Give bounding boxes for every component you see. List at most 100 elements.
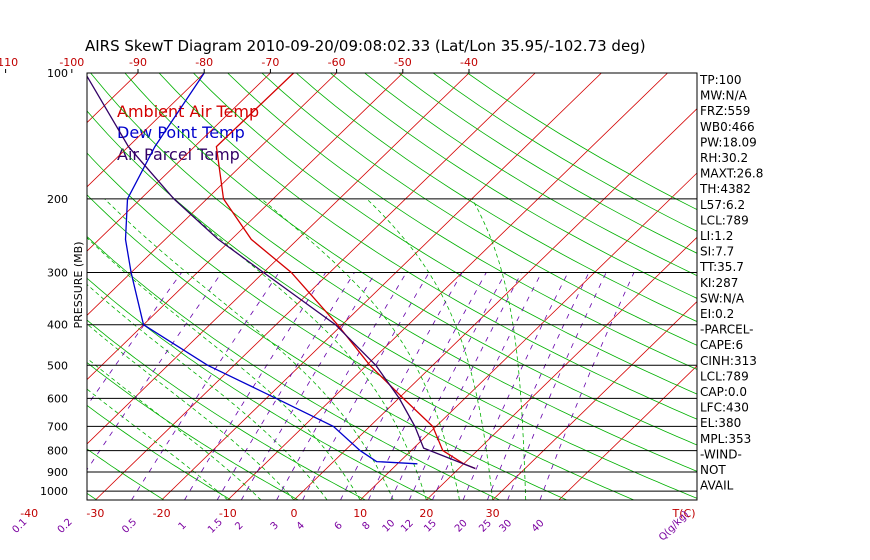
top-temp-tick-label: -70 [261, 56, 279, 69]
index-row: RH:30.2 [700, 151, 748, 165]
top-temp-tick-label: -60 [328, 56, 346, 69]
index-row: TP:100 [699, 73, 742, 87]
pressure-tick-label: 600 [47, 392, 68, 405]
pressure-tick-label: 400 [47, 319, 68, 332]
isotherm-line [227, 73, 668, 500]
mixing-ratio-label: 20 [453, 518, 470, 535]
top-temp-tick-label: -80 [195, 56, 213, 69]
series-layer [87, 73, 476, 470]
mixing-ratio-label: 12 [399, 518, 416, 535]
dry-adiabat-line [330, 73, 697, 299]
bottom-temp-tick-label: 10 [353, 507, 367, 520]
chart-title: AIRS SkewT Diagram 2010-09-20/09:08:02.3… [85, 37, 646, 55]
dry-adiabat-line [124, 73, 697, 446]
mixing-ratio-line [87, 272, 182, 407]
isotherm-line [87, 73, 337, 316]
index-row: LCL:789 [700, 213, 749, 227]
index-row: TT:35.7 [699, 260, 744, 274]
isotherm-line [87, 73, 470, 445]
mixing-ratio-line [131, 272, 280, 500]
bottom-temp-tick-label: 30 [486, 507, 500, 520]
pressure-tick-label: 1000 [40, 485, 68, 498]
mixing-ratio-label: 40 [530, 518, 547, 535]
mixing-ratio-label: 6 [333, 520, 345, 532]
plot-frame [86, 72, 698, 501]
index-row: NOT [700, 463, 726, 477]
dry-adiabat-line [261, 73, 697, 346]
dry-adiabat-line [87, 110, 697, 499]
bottom-temp-tick-label: -30 [86, 507, 104, 520]
top-temp-tick-label: -90 [129, 56, 147, 69]
dry-adiabat-line [87, 319, 366, 500]
mixing-ratio-label: 0.2 [56, 517, 75, 536]
mixing-ratio-label: 15 [422, 518, 439, 535]
mixing-ratio-line [432, 272, 542, 500]
index-row: EI:0.2 [700, 307, 734, 321]
mixing-ratio-label: 10 [381, 518, 398, 535]
top-temp-tick-label: -110 [0, 56, 18, 69]
pressure-tick-label: 700 [47, 420, 68, 433]
index-row: AVAIL [700, 479, 734, 493]
series-line-1 [215, 73, 476, 470]
index-row: CAPE:6 [700, 338, 743, 352]
pressure-tick-label: 300 [47, 267, 68, 280]
moist-adiabat-line [87, 388, 229, 500]
mixing-ratio-line [462, 272, 569, 500]
isotherm-line [0, 73, 6, 500]
moist-adiabat-line [87, 237, 361, 500]
mixing-ratio-line [487, 272, 590, 500]
series-line-3 [87, 74, 476, 470]
isotherm-line [492, 300, 697, 500]
isotherm-line [293, 108, 697, 500]
moist-adiabat-line [261, 198, 460, 500]
pressure-tick-label: 500 [47, 359, 68, 372]
index-row: L57:6.2 [700, 198, 745, 212]
moist-adiabat-line [87, 357, 262, 500]
pressure-tick-label: 800 [47, 445, 68, 458]
mixing-ratio-label: 0.5 [120, 517, 139, 536]
mixing-ratio-labels: 0.1 0.2 0.5 1 1.5 2 3 4 6 8 10 12 15 20 25 30 40 Q(g/kg) [11, 509, 692, 543]
mixing-ratio-label: 30 [497, 518, 514, 535]
mixing-ratio-line [507, 272, 607, 500]
dry-adiabat-line [158, 73, 697, 420]
pressure-tick-label: 100 [47, 67, 68, 80]
dry-adiabat-line [87, 152, 635, 500]
dry-adiabat-line [90, 73, 697, 472]
mixing-ratio-label: 3 [269, 520, 281, 532]
isotherm-line [161, 73, 602, 500]
dry-adiabat-line [295, 73, 697, 323]
index-row: MW:N/A [700, 89, 748, 103]
dry-adiabat-line [87, 277, 433, 500]
mixing-ratio-line [276, 272, 407, 500]
isotherm-line [558, 365, 697, 500]
isotherm-line [426, 236, 697, 500]
dry-adiabat-line [398, 73, 697, 254]
index-row: FRZ:559 [700, 104, 750, 118]
bottom-temp-tick-label: T(C) [672, 507, 696, 520]
index-row: LCL:789 [700, 369, 749, 383]
pressure-tick-label: 900 [47, 466, 68, 479]
dry-adiabat-line [364, 73, 697, 277]
mixing-ratio-line [368, 272, 487, 500]
mixing-ratio-line [184, 272, 327, 500]
y-axis-label: PRESSURE (MB) [72, 242, 85, 329]
legend-ambient-label: Ambient Air Temp [117, 102, 259, 121]
isotherm-line [87, 73, 271, 252]
mixing-ratio-line [216, 272, 355, 500]
index-row: -PARCEL- [700, 323, 754, 337]
pressure-tick-labels: 100 200 300 400 500 600 700 800 900 1000 [40, 67, 68, 498]
index-row: EL:380 [700, 416, 741, 430]
bottom-temp-tick-label: -20 [153, 507, 171, 520]
index-row: -WIND- [700, 447, 742, 461]
index-row: CINH:313 [700, 354, 757, 368]
mixing-ratio-line [240, 272, 376, 500]
dry-adiabat-line [87, 362, 299, 500]
moist-adiabat-line [87, 323, 295, 500]
mixing-ratio-line [408, 272, 522, 500]
mixing-ratio-line [302, 272, 430, 500]
isotherm-line [87, 73, 205, 188]
dry-adiabat-line [87, 404, 232, 500]
